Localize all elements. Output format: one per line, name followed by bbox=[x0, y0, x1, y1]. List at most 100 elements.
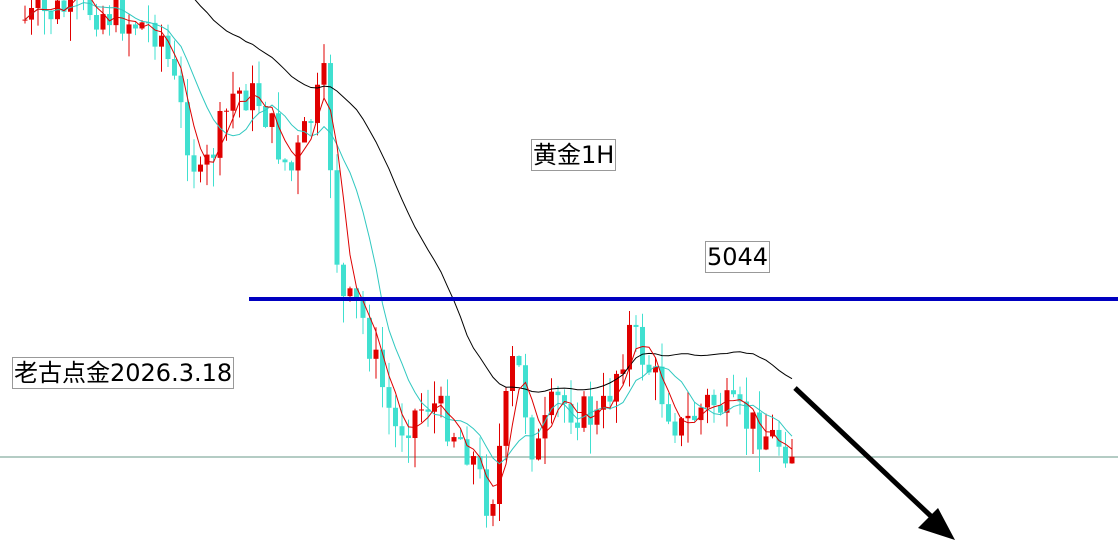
candle-body bbox=[87, 0, 93, 15]
moving-average bbox=[194, 0, 793, 393]
moving-average bbox=[24, 2, 793, 465]
candle-body bbox=[510, 356, 515, 392]
candle-body bbox=[653, 366, 658, 373]
candle-body bbox=[347, 288, 353, 297]
candle-body bbox=[276, 113, 281, 160]
candle-body bbox=[633, 324, 639, 327]
candle-body bbox=[107, 14, 112, 26]
candle-body bbox=[354, 288, 359, 301]
candle-body bbox=[419, 409, 424, 411]
candle-body bbox=[744, 401, 749, 429]
candle-body bbox=[321, 63, 327, 85]
candle-body bbox=[230, 93, 236, 111]
candle-body bbox=[724, 390, 730, 413]
candle-body bbox=[178, 75, 184, 103]
candle-body bbox=[185, 102, 190, 156]
candle-body bbox=[198, 164, 203, 172]
candle-body bbox=[334, 170, 340, 265]
candle-body bbox=[263, 106, 268, 127]
candle-body bbox=[315, 84, 320, 123]
candle-body bbox=[399, 426, 405, 436]
candle-body bbox=[536, 438, 541, 460]
candle-body bbox=[789, 456, 795, 464]
candle-body bbox=[373, 349, 379, 359]
candle-body bbox=[523, 365, 528, 418]
candle-body bbox=[35, 0, 41, 8]
candle-body bbox=[94, 14, 99, 30]
candle-body bbox=[432, 403, 437, 412]
level-label: 5044 bbox=[705, 241, 771, 273]
candle-body bbox=[672, 421, 678, 436]
candle-body bbox=[464, 439, 470, 465]
arrow-shaft bbox=[793, 386, 937, 522]
arrow-head bbox=[918, 508, 955, 540]
candle-body bbox=[308, 121, 314, 123]
candle-body bbox=[490, 504, 496, 516]
candle-body bbox=[503, 391, 509, 446]
candle-body bbox=[770, 429, 775, 437]
candle-body bbox=[204, 154, 210, 165]
candle-body bbox=[328, 63, 333, 171]
candle-body bbox=[575, 422, 580, 428]
candle-body bbox=[627, 324, 632, 370]
candle-body bbox=[594, 409, 600, 425]
candle-body bbox=[497, 445, 502, 505]
candle-body bbox=[484, 469, 489, 516]
candle-body bbox=[295, 142, 301, 171]
candle-body bbox=[412, 410, 418, 439]
candle-body bbox=[380, 349, 385, 388]
candle-body bbox=[269, 113, 275, 127]
candle-body bbox=[471, 456, 476, 465]
candle-body bbox=[425, 409, 431, 412]
candle-body bbox=[224, 110, 229, 112]
candle-body bbox=[542, 415, 548, 439]
candle-body bbox=[679, 418, 684, 436]
candle-body bbox=[120, 0, 125, 34]
candle-body bbox=[776, 429, 782, 447]
candle-body bbox=[451, 437, 457, 442]
candle-body bbox=[48, 11, 54, 20]
candle-body bbox=[666, 404, 671, 422]
candle-body bbox=[659, 366, 665, 405]
candle-body bbox=[146, 22, 151, 24]
candle-body bbox=[757, 412, 762, 450]
candle-body bbox=[549, 391, 554, 416]
candle-body bbox=[341, 264, 346, 297]
candle-body bbox=[139, 22, 145, 29]
candle-body bbox=[750, 412, 756, 429]
candle-body bbox=[100, 14, 106, 30]
candle-body bbox=[588, 396, 593, 425]
candle-body bbox=[646, 364, 652, 373]
candle-body bbox=[718, 405, 723, 413]
candle-body bbox=[685, 415, 691, 419]
candle-body bbox=[159, 35, 164, 47]
candle-body bbox=[22, 19, 28, 21]
candle-body bbox=[620, 369, 626, 374]
candles bbox=[22, 0, 795, 528]
candle-body bbox=[640, 326, 645, 365]
title-label: 黄金1H bbox=[531, 139, 617, 171]
candle-body bbox=[692, 415, 697, 421]
candle-body bbox=[607, 395, 613, 402]
candle-body bbox=[243, 90, 249, 111]
candle-body bbox=[731, 390, 736, 395]
candle-body bbox=[601, 395, 606, 410]
candle-body bbox=[393, 407, 398, 427]
candle-body bbox=[217, 110, 223, 158]
candle-body bbox=[438, 395, 444, 404]
candle-body bbox=[360, 300, 366, 318]
candle-body bbox=[126, 24, 132, 34]
candle-body bbox=[516, 356, 522, 366]
candle-body bbox=[711, 394, 717, 406]
candle-body bbox=[237, 90, 242, 94]
candle-body bbox=[165, 35, 171, 60]
candle-body bbox=[568, 403, 574, 423]
candle-body bbox=[256, 83, 262, 107]
candle-body bbox=[763, 436, 769, 450]
candle-body bbox=[191, 155, 197, 172]
candle-body bbox=[42, 0, 47, 12]
candle-body bbox=[61, 0, 67, 12]
candle-body bbox=[529, 417, 535, 460]
